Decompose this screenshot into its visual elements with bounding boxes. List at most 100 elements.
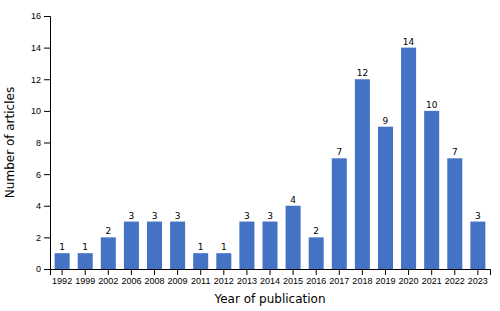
data-label: 3: [129, 211, 135, 221]
tick-mark: [293, 269, 294, 275]
tick-label: 2012: [214, 276, 234, 286]
plot: 1123331133427129141073199219992002200620…: [31, 11, 491, 286]
bar: [170, 222, 185, 269]
tick-mark: [223, 269, 224, 275]
data-label: 1: [198, 242, 204, 252]
tick: 1992: [52, 269, 72, 286]
tick-label: 2009: [168, 276, 188, 286]
tick: 10: [31, 106, 50, 116]
tick-label: 12: [31, 75, 41, 85]
bar: [262, 222, 277, 269]
tick-mark: [62, 269, 63, 275]
tick-label: 2011: [191, 276, 210, 286]
tick: 2020: [399, 269, 419, 286]
tick-label: 10: [31, 106, 41, 116]
tick-mark: [454, 269, 455, 275]
tick-label: 2020: [399, 276, 419, 286]
tick-mark: [200, 269, 201, 275]
x-axis: 19921999200220062008 20092011 201220132014…: [51, 269, 491, 286]
data-label: 3: [152, 211, 158, 221]
tick-mark: [408, 269, 409, 275]
tick-label: 2017: [329, 276, 349, 286]
tick: 2011: [191, 269, 210, 286]
tick-mark: [44, 206, 50, 207]
tick: 2016: [306, 269, 326, 286]
tick: 2009: [168, 269, 188, 286]
tick-mark: [44, 111, 50, 112]
tick-label: 16: [31, 11, 41, 21]
axis-domain: [44, 17, 51, 270]
tick-mark: [131, 269, 132, 275]
tick-label: 6: [36, 170, 41, 180]
bar: [147, 222, 162, 269]
tick-label: 2015: [283, 276, 303, 286]
bar: [101, 237, 116, 269]
bar: [401, 48, 416, 269]
bar: [216, 253, 231, 269]
bar: [309, 237, 324, 269]
bar: [332, 158, 347, 269]
tick-mark: [44, 48, 50, 49]
tick-label: 4: [36, 201, 41, 211]
tick: 2017: [329, 269, 349, 286]
tick-mark: [316, 269, 317, 275]
tick-label: 2006: [121, 276, 141, 286]
bar: [78, 253, 93, 269]
data-label: 7: [336, 147, 342, 157]
data-label: 1: [221, 242, 227, 252]
tick-label: 2022: [445, 276, 465, 286]
tick-label: 1999: [75, 276, 95, 286]
y-axis: 0246810121416: [31, 11, 51, 274]
tick: 2023: [468, 269, 488, 286]
tick-label: 2002: [98, 276, 118, 286]
tick: 6: [36, 170, 50, 180]
bar: [286, 206, 301, 269]
tick: 2019: [375, 269, 395, 286]
tick-label: 2: [36, 233, 41, 243]
tick: 4: [36, 201, 50, 211]
data-label: 14: [403, 37, 415, 47]
tick-mark: [177, 269, 178, 275]
data-label: 9: [383, 116, 389, 126]
data-labels: 1123331133427129141073: [59, 37, 480, 253]
tick-mark: [431, 269, 432, 275]
tick: 1999: [75, 269, 95, 286]
bar: [193, 253, 208, 269]
tick-mark: [44, 143, 50, 144]
tick-label: 2013: [237, 276, 257, 286]
tick-mark: [477, 269, 478, 275]
bar: [378, 127, 393, 269]
bars: [55, 48, 486, 269]
tick: 8: [36, 138, 50, 148]
tick-mark: [44, 79, 50, 80]
tick-mark: [85, 269, 86, 275]
bar: [55, 253, 70, 269]
tick-mark: [108, 269, 109, 275]
data-label: 3: [175, 211, 181, 221]
tick-mark: [385, 269, 386, 275]
tick-mark: [246, 269, 247, 275]
x-axis-title: Year of publication: [213, 292, 325, 306]
y-axis-title: Number of articles: [3, 87, 17, 198]
chart: 1123331133427129141073199219992002200620…: [0, 0, 500, 311]
tick: 2013: [237, 269, 257, 286]
tick-mark: [44, 16, 50, 17]
bar: [470, 222, 485, 269]
tick-mark: [362, 269, 363, 275]
tick: 0: [36, 264, 50, 274]
bar: [447, 158, 462, 269]
tick: 2008: [144, 269, 164, 286]
tick-mark: [44, 237, 50, 238]
tick: 2014: [260, 269, 280, 286]
tick-mark: [270, 269, 271, 275]
axis-domain: [51, 270, 491, 276]
bar: [424, 111, 439, 269]
tick: 2022: [445, 269, 465, 286]
tick-label: 2023: [468, 276, 488, 286]
tick: 2: [36, 233, 50, 243]
tick-mark: [44, 174, 50, 175]
data-label: 3: [475, 211, 481, 221]
data-label: 1: [59, 242, 65, 252]
data-label: 2: [313, 226, 319, 236]
data-label: 7: [452, 147, 458, 157]
